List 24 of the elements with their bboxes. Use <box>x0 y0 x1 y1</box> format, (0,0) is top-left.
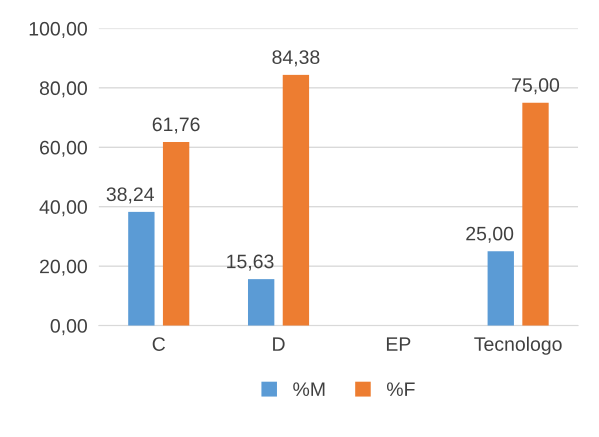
y-tick-label: 40,00 <box>40 200 87 216</box>
bar <box>522 102 549 326</box>
data-label: 38,24 <box>106 187 154 204</box>
data-label: 15,63 <box>227 254 274 271</box>
bar <box>282 74 310 326</box>
x-tick-label: D <box>273 337 285 351</box>
y-tick-label: 20,00 <box>40 260 87 276</box>
data-label: 25,00 <box>466 226 514 243</box>
y-tick-label: 80,00 <box>40 81 87 98</box>
data-label: 84,38 <box>272 50 320 66</box>
x-tick-label: Tecnologo <box>474 336 562 355</box>
x-tick-label: EP <box>386 337 410 351</box>
data-label: 61,76 <box>152 117 200 134</box>
legend-label: %F <box>386 382 415 396</box>
bar <box>128 212 155 326</box>
y-tick-label: 100,00 <box>30 22 87 38</box>
data-label: 75,00 <box>512 78 560 94</box>
bar <box>162 142 190 326</box>
bar <box>248 279 274 326</box>
bar <box>488 251 514 326</box>
x-tick-label: C <box>152 337 166 351</box>
y-tick-label: 0,00 <box>50 319 87 336</box>
legend-label: %M <box>293 382 324 396</box>
y-tick-label: 60,00 <box>40 140 87 157</box>
